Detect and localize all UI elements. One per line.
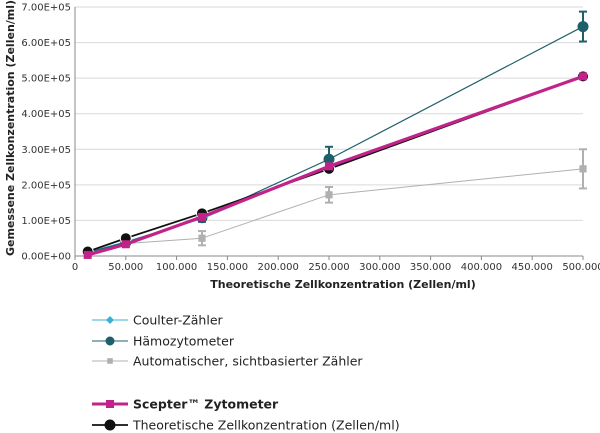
x-tick-label: 100.000 [156, 262, 197, 273]
x-tick-label: 350.000 [410, 262, 451, 273]
y-axis-ticks: 0.00E+00 1.00E+05 2.00E+05 3.00E+05 4.00E+05… [21, 3, 71, 263]
data-point [198, 212, 206, 221]
data-point [325, 191, 333, 199]
series-line [87, 26, 584, 254]
y-tick-label: 7.00E+05 [21, 3, 71, 14]
x-axis-ticks: 0 50.000 100.000 150.000 200.000 250.000 300.0… [72, 256, 600, 273]
y-tick-label: 1.00E+05 [21, 216, 71, 227]
y-tick-label: 2.00E+05 [21, 180, 71, 191]
legend-item-0: Coulter-Zähler [92, 313, 224, 328]
legend-swatch-marker [106, 316, 114, 324]
legend-label: Automatischer, sichtbasierter Zähler [133, 354, 363, 369]
legend: Coulter-Zähler Hämozytometer Automatischer… [92, 313, 400, 433]
legend-item-3: Scepter™ Zytometer [92, 397, 279, 412]
y-tick-label: 6.00E+05 [21, 38, 71, 49]
legend-label: Scepter™ Zytometer [133, 397, 279, 412]
x-tick-label: 200.000 [258, 262, 299, 273]
series-line [87, 168, 584, 253]
y-axis-label: Gemessene Zellkonzentration (Zellen/ml) [4, 0, 17, 256]
data-point [83, 250, 92, 259]
x-axis-label: Theoretische Zellkonzentration (Zellen/m… [210, 278, 475, 291]
legend-label: Coulter-Zähler [133, 313, 224, 328]
legend-label: Hämozytometer [133, 334, 235, 349]
legend-swatch-marker [106, 400, 114, 408]
x-tick-label: 50.000 [108, 262, 143, 273]
x-tick-label: 400.000 [461, 262, 502, 273]
legend-item-1: Hämozytometer [92, 334, 235, 349]
legend-label: Theoretische Zellkonzentration (Zellen/m… [132, 418, 400, 433]
legend-swatch-marker [105, 336, 115, 346]
chart-axes [74, 7, 583, 257]
series-line [87, 74, 584, 257]
legend-swatch-marker [107, 358, 113, 364]
series-layer [81, 10, 589, 259]
data-point [579, 165, 587, 173]
legend-swatch-marker [104, 419, 116, 431]
data-point [198, 234, 206, 242]
series-3 [83, 72, 587, 259]
legend-item-4: Theoretische Zellkonzentration (Zellen/m… [92, 418, 400, 433]
data-point [577, 21, 589, 33]
x-tick-label: 500.000 [562, 262, 600, 273]
y-tick-label: 4.00E+05 [21, 109, 71, 120]
data-point [325, 162, 333, 171]
y-tick-label: 5.00E+05 [21, 74, 71, 85]
y-tick-label: 0.00E+00 [21, 252, 71, 263]
data-point [579, 72, 587, 81]
x-tick-label: 300.000 [359, 262, 400, 273]
legend-item-2: Automatischer, sichtbasierter Zähler [92, 354, 363, 369]
x-tick-label: 0 [72, 262, 78, 273]
x-tick-label: 450.000 [512, 262, 553, 273]
y-tick-label: 3.00E+05 [21, 145, 71, 156]
x-tick-label: 150.000 [207, 262, 248, 273]
data-point [121, 240, 130, 249]
x-tick-label: 250.000 [308, 262, 349, 273]
